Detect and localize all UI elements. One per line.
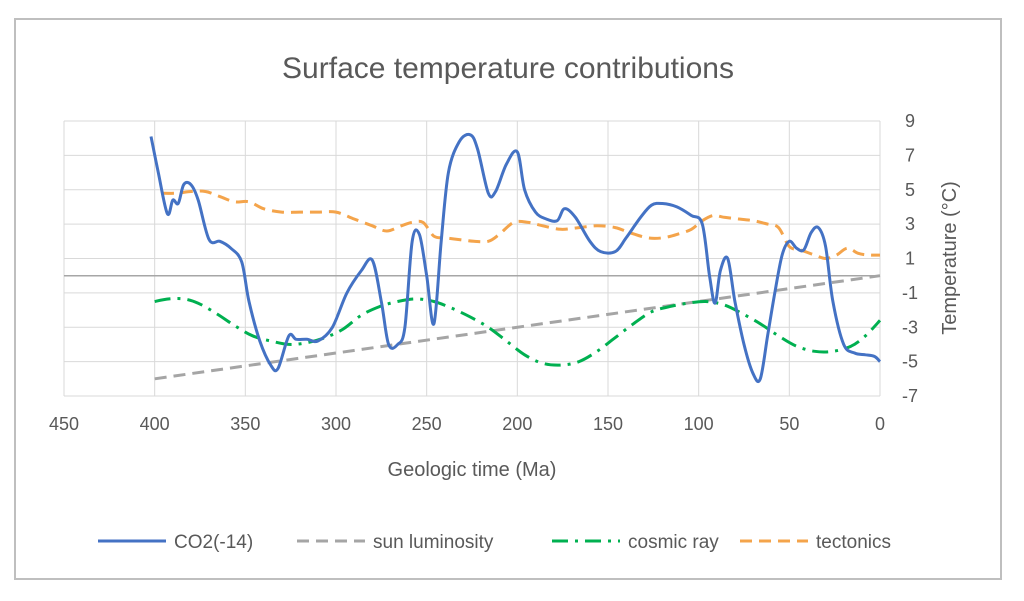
x-tick-label: 0 [875,414,885,434]
legend: CO2(-14) sun luminosity cosmic ray tectonic… [98,532,891,553]
x-tick-label: 400 [140,414,170,434]
x-tick-label: 450 [49,414,79,434]
y-tick-label: 5 [905,180,915,200]
y-tick-label: 1 [905,249,915,269]
legend-label: CO2(-14) [174,532,253,553]
x-tick-label: 200 [502,414,532,434]
x-tick-label: 50 [779,414,799,434]
y-tick-label: 3 [905,214,915,234]
x-tick-label: 150 [593,414,623,434]
series-line-sun-luminosity [154,274,881,381]
y-tick-label: 7 [905,145,915,165]
legend-label: sun luminosity [373,532,494,553]
legend-label: tectonics [816,532,891,553]
grid-layer [63,120,881,397]
ticks-layer: 450 400 350 300 250 200 150 100 50 0 9 7 5 3 1 -1 -3 -5 -7 [49,111,918,434]
y-tick-label: -5 [902,352,918,372]
y-tick-label: -3 [902,317,918,337]
x-tick-label: 350 [230,414,260,434]
x-tick-label: 250 [412,414,442,434]
series-line-cosmic-ray [154,296,882,367]
x-tick-label: 300 [321,414,351,434]
x-axis-label: Geologic time (Ma) [388,459,557,481]
series-line-co2-14 [149,132,882,383]
y-tick-label: 9 [905,111,915,131]
series-line-tectonics [161,189,881,260]
y-tick-label: -1 [902,283,918,303]
y-tick-label: -7 [902,386,918,406]
series-layer [149,132,882,383]
legend-label: cosmic ray [628,532,719,553]
chart-title: Surface temperature contributions [282,52,734,85]
x-tick-label: 100 [684,414,714,434]
y-axis-label: Temperature (°C) [939,181,961,335]
